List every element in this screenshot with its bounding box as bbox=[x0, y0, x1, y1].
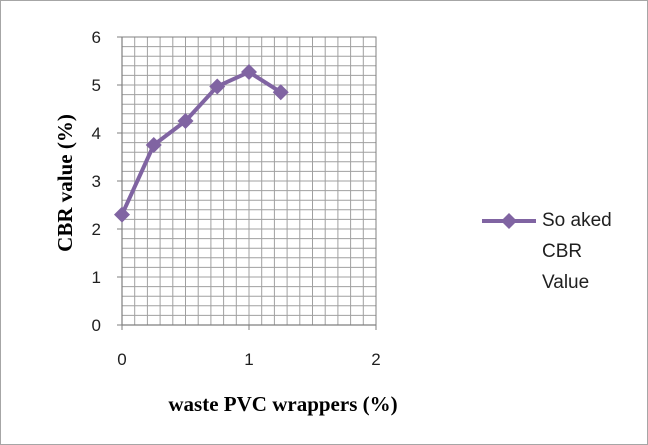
legend-swatch bbox=[482, 213, 536, 229]
legend-label: So aked CBR Value bbox=[542, 205, 642, 298]
grid bbox=[121, 36, 377, 326]
legend-label-line: So aked bbox=[542, 210, 612, 231]
axes bbox=[117, 36, 377, 330]
y-tick-label: 0 bbox=[92, 316, 101, 335]
data-point-marker bbox=[209, 78, 226, 95]
data-point-marker bbox=[241, 64, 257, 81]
y-tick-label: 2 bbox=[92, 220, 101, 239]
legend-swatch-marker bbox=[501, 213, 517, 229]
x-tick-label: 2 bbox=[371, 350, 380, 369]
y-axis-title: CBR value (%) bbox=[53, 114, 77, 252]
data-point-marker bbox=[145, 137, 162, 153]
series-soaked-cbr bbox=[114, 64, 289, 223]
x-tick-label: 0 bbox=[117, 350, 126, 369]
y-tick-label: 3 bbox=[92, 172, 101, 191]
x-tick-label: 1 bbox=[244, 350, 253, 369]
data-point-marker bbox=[177, 113, 194, 129]
legend-label-line: CBR bbox=[542, 241, 583, 262]
data-point-marker bbox=[114, 206, 130, 223]
data-point-marker bbox=[272, 84, 289, 101]
y-tick-label: 5 bbox=[92, 76, 101, 95]
legend-label-line: Value bbox=[542, 272, 590, 293]
tick-labels: 0 1 2 3 4 5 6 0 1 2 bbox=[92, 28, 381, 369]
x-axis-title: waste PVC wrappers (%) bbox=[168, 392, 397, 416]
y-tick-label: 4 bbox=[92, 124, 101, 143]
y-tick-label: 1 bbox=[92, 268, 101, 287]
series-line bbox=[120, 70, 282, 216]
y-tick-label: 6 bbox=[92, 28, 101, 47]
